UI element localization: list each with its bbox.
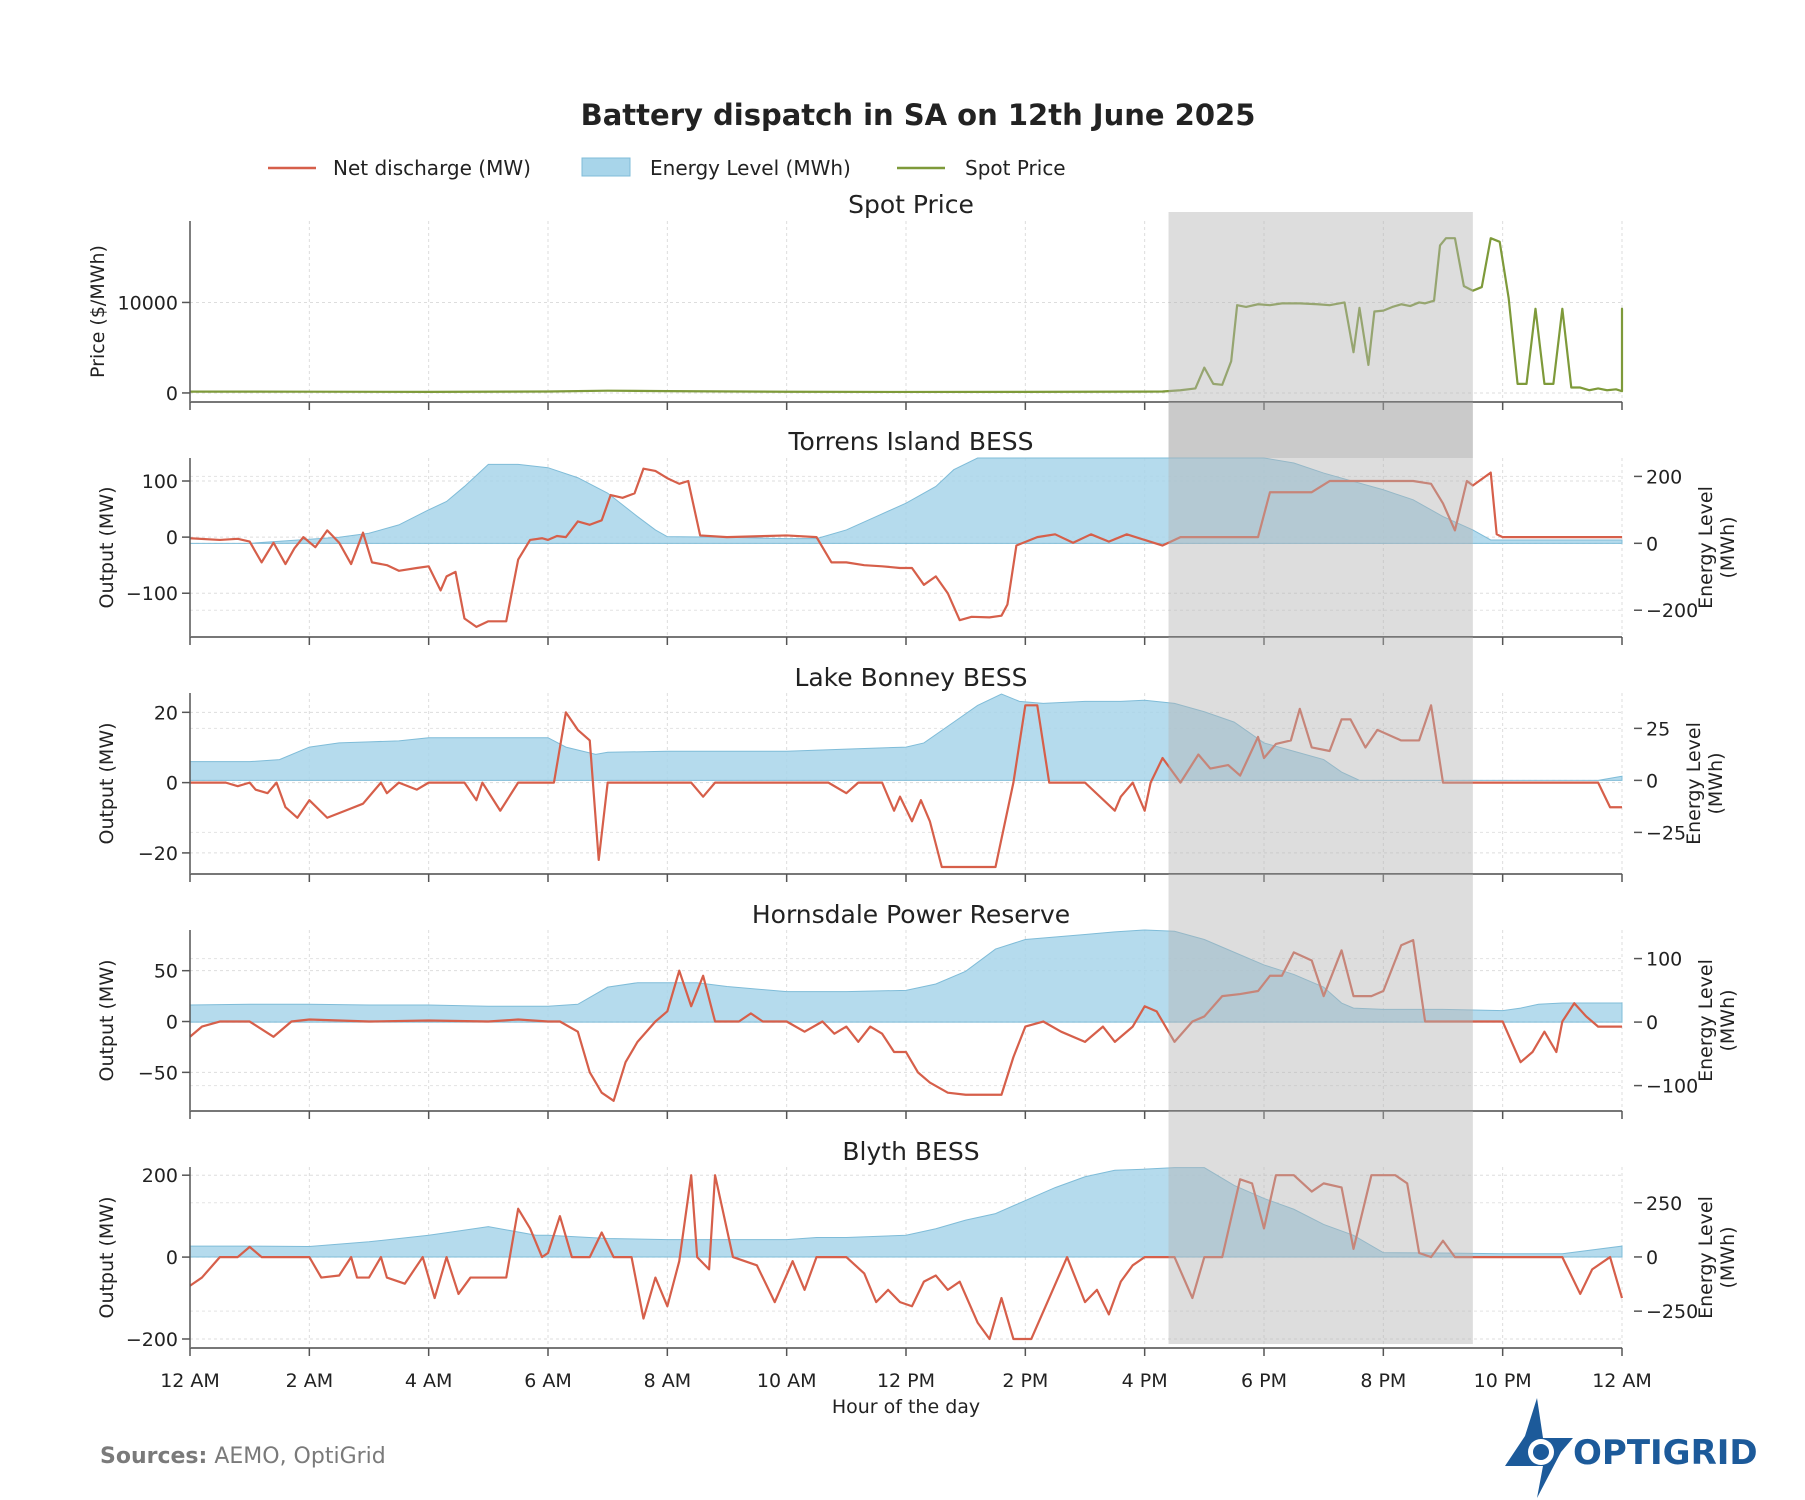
optigrid-logo: OPTIGRID xyxy=(1505,1398,1758,1498)
net-discharge-line xyxy=(189,939,1622,1102)
energy-level-area xyxy=(189,929,1623,1023)
y-tick-label-right: 200 xyxy=(1646,466,1682,488)
x-axis-labels: 12 AM 2 AM 4 AM 6 AM 8 AM 10 AM 12 PM 2 PM 4 PM 6… xyxy=(160,1370,1652,1392)
y-tick-label: 0 xyxy=(166,1247,178,1269)
panel-lake-bonney: −20 0 20 Output (MW) −25 0 25 Energy Level(MWh)… xyxy=(96,637,1727,882)
legend-label: Net discharge (MW) xyxy=(333,156,531,180)
x-tick-label: 6 PM xyxy=(1241,1370,1287,1392)
logo-text: OPTIGRID xyxy=(1573,1433,1758,1473)
y-axis-label-right-line: (MWh) xyxy=(1717,1226,1739,1288)
y-axis-label-right: Energy Level(MWh) xyxy=(1695,486,1739,609)
energy-level-area xyxy=(190,457,1623,544)
x-tick-label: 6 AM xyxy=(524,1370,572,1392)
y-axis-label: Output (MW) xyxy=(96,1196,118,1318)
x-tick-label: 12 PM xyxy=(877,1370,935,1392)
legend-label: Spot Price xyxy=(965,156,1066,180)
net-discharge-line xyxy=(189,467,1622,628)
x-tick-label: 4 PM xyxy=(1122,1370,1168,1392)
panel-hornsdale: −50 0 50 Output (MW) −100 0 100 Energy Level(MW… xyxy=(96,874,1739,1119)
y-tick-label-right: 0 xyxy=(1646,770,1658,792)
highlight-window xyxy=(1168,637,1473,874)
y-axis-label-right: Energy Level(MWh) xyxy=(1683,722,1727,845)
panel-spot: 0 10000 Price ($/MWh) Spot Price xyxy=(87,190,1624,458)
x-tick-label: 12 AM xyxy=(160,1370,220,1392)
y-tick-label: 0 xyxy=(166,527,178,549)
panel-title: Spot Price xyxy=(848,190,974,219)
y-tick-label-right: 100 xyxy=(1646,949,1682,971)
x-tick-label: 10 AM xyxy=(757,1370,817,1392)
y-tick-label-right: −200 xyxy=(1646,600,1698,622)
y-axis-label-right-line: Energy Level xyxy=(1695,486,1717,609)
y-axis-label: Output (MW) xyxy=(96,486,118,608)
panel-title: Blyth BESS xyxy=(842,1137,979,1166)
y-tick-label: 50 xyxy=(154,961,178,983)
y-tick-label: 100 xyxy=(142,471,178,493)
y-axis-label-right-line: (MWh) xyxy=(1705,752,1727,814)
net-discharge-line xyxy=(189,1174,1624,1341)
y-tick-label-right: −100 xyxy=(1646,1076,1698,1098)
y-tick-label: 0 xyxy=(166,1012,178,1034)
net-discharge-line xyxy=(190,704,1622,869)
y-tick-label-right: −25 xyxy=(1646,822,1686,844)
y-axis-label: Price ($/MWh) xyxy=(87,245,109,378)
x-tick-label: 8 AM xyxy=(644,1370,692,1392)
x-axis-title: Hour of the day xyxy=(832,1396,980,1418)
energy-level-area xyxy=(189,1167,1623,1258)
y-axis-label-right-line: Energy Level xyxy=(1695,1196,1717,1319)
y-tick-label: −200 xyxy=(126,1329,178,1351)
x-tick-label: 8 PM xyxy=(1360,1370,1406,1392)
y-tick-label: 0 xyxy=(166,383,178,405)
panel-title: Lake Bonney BESS xyxy=(794,663,1027,692)
y-tick-label: −20 xyxy=(138,843,178,865)
y-tick-label-right: 250 xyxy=(1646,1193,1682,1215)
y-tick-label: −50 xyxy=(138,1062,178,1084)
y-axis-label-right-line: (MWh) xyxy=(1717,516,1739,578)
y-tick-label: 0 xyxy=(166,773,178,795)
y-axis-label: Output (MW) xyxy=(96,722,118,844)
y-tick-label: 20 xyxy=(154,702,178,724)
x-tick-label: 2 AM xyxy=(286,1370,334,1392)
y-tick-label: 10000 xyxy=(118,292,178,314)
x-tick-label: 2 PM xyxy=(1002,1370,1048,1392)
highlight-window xyxy=(1168,1111,1473,1344)
y-axis-label-right: Energy Level(MWh) xyxy=(1695,1196,1739,1319)
panel-title: Torrens Island BESS xyxy=(787,427,1033,456)
x-tick-label: 10 PM xyxy=(1474,1370,1532,1392)
sources-text: AEMO, OptiGrid xyxy=(207,1444,386,1469)
y-axis-label-right: Energy Level(MWh) xyxy=(1695,959,1739,1082)
y-tick-label-right: 25 xyxy=(1646,718,1670,740)
y-axis-label-right-line: (MWh) xyxy=(1717,989,1739,1051)
chart-title: Battery dispatch in SA on 12th June 2025 xyxy=(581,98,1256,132)
y-axis-label: Output (MW) xyxy=(96,959,118,1081)
y-tick-label: −100 xyxy=(126,583,178,605)
y-axis-label-right-line: Energy Level xyxy=(1695,959,1717,1082)
y-tick-label-right: −250 xyxy=(1646,1301,1698,1323)
panel-blyth: −200 0 200 Output (MW) −250 0 250 Energy Level(… xyxy=(96,1111,1739,1356)
legend: Net discharge (MW) Energy Level (MWh) Spot… xyxy=(268,156,1066,180)
legend-swatch-energy xyxy=(581,157,631,177)
y-tick-label-right: 0 xyxy=(1646,533,1658,555)
panel-torrens: −100 0 100 Output (MW) −200 0 200 Energy Level(… xyxy=(96,402,1739,645)
sources-label: Sources: xyxy=(100,1444,208,1469)
y-axis-label-right-line: Energy Level xyxy=(1683,722,1705,845)
highlight-window xyxy=(1168,402,1473,637)
highlight-window xyxy=(1168,212,1473,458)
sources-note: Sources: AEMO, OptiGrid xyxy=(100,1444,386,1469)
x-tick-label: 4 AM xyxy=(405,1370,453,1392)
highlight-window xyxy=(1168,874,1473,1111)
spot-price-line xyxy=(189,237,1624,394)
y-tick-label-right: 0 xyxy=(1646,1012,1658,1034)
y-tick-label-right: 0 xyxy=(1646,1247,1658,1269)
panel-title: Hornsdale Power Reserve xyxy=(752,900,1070,929)
x-tick-label: 12 AM xyxy=(1592,1370,1652,1392)
y-tick-label: 200 xyxy=(142,1165,178,1187)
legend-label: Energy Level (MWh) xyxy=(650,156,851,180)
